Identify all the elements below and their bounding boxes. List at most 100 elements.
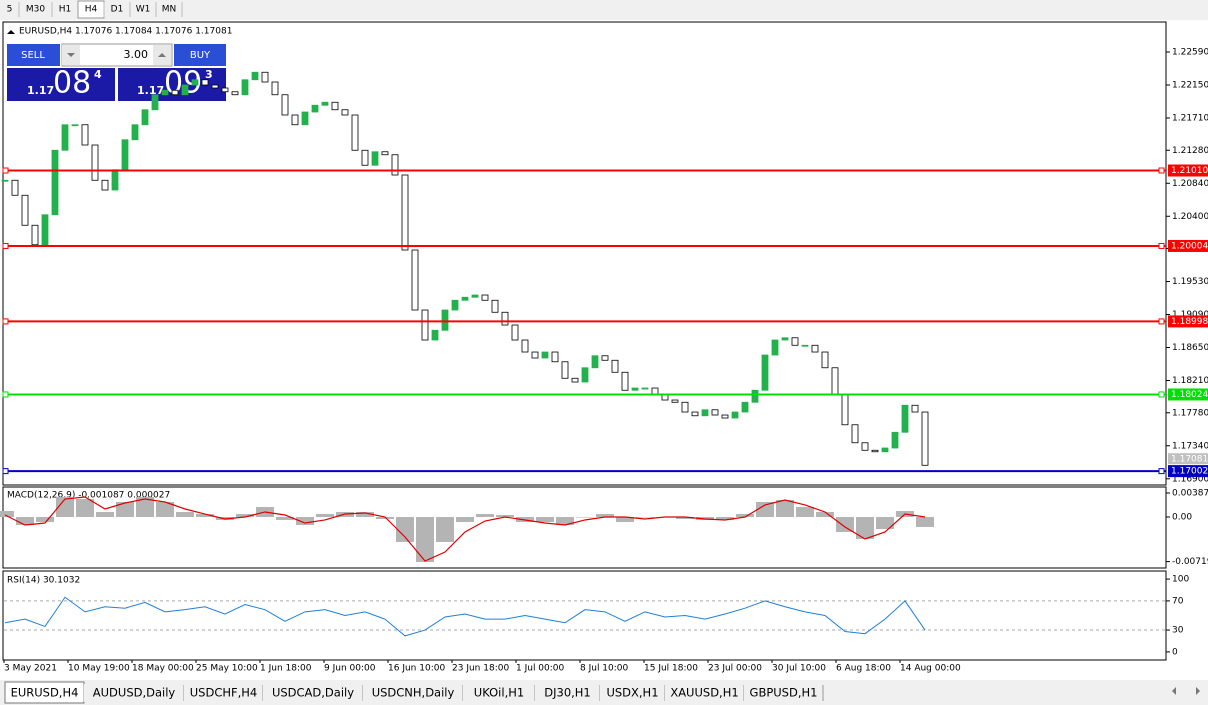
candle (21, 194, 29, 226)
tab-label[interactable]: DJ30,H1 (544, 686, 591, 700)
timeframe[interactable]: H1 (59, 5, 72, 15)
macd-bar (136, 496, 154, 517)
candle (571, 377, 579, 383)
macd-signal (4, 496, 926, 562)
sell-small: 4 (94, 68, 102, 81)
tab-label[interactable]: UKOil,H1 (474, 686, 524, 700)
tab-label[interactable]: GBPUSD,H1 (750, 686, 818, 700)
candle (311, 104, 319, 113)
y-tick-label: 1.22590 (1172, 48, 1208, 58)
candle (851, 424, 859, 444)
tab-label[interactable]: XAUUSD,H1 (670, 686, 738, 700)
candle (171, 89, 179, 96)
timeframe[interactable]: MN (162, 5, 177, 15)
candle (101, 179, 109, 191)
tab-label[interactable]: USDCHF,H4 (190, 686, 257, 700)
macd-bar (736, 514, 754, 517)
macd-bar (536, 516, 554, 523)
macd-bar (856, 516, 874, 539)
tab[interactable] (84, 684, 184, 702)
candle (491, 299, 499, 313)
candle (381, 151, 389, 156)
rsi-line (4, 596, 926, 637)
x-tick-label: 23 Jun 18:00 (452, 664, 509, 674)
tab[interactable] (535, 684, 600, 702)
macd-bar (396, 516, 414, 542)
macd-bar (416, 516, 434, 562)
tab[interactable] (600, 684, 665, 702)
candle (131, 124, 139, 141)
macd-bar (236, 514, 254, 517)
tab[interactable] (363, 684, 463, 702)
candle (661, 394, 669, 401)
level-tag (1168, 239, 1208, 252)
macd-bar (356, 511, 374, 517)
tab-label[interactable]: EURUSD,H4 (11, 686, 79, 700)
x-tick-label: 8 Jul 10:00 (580, 664, 629, 674)
sell-button[interactable] (7, 44, 60, 66)
macd-bar (276, 516, 294, 520)
timeframe[interactable]: 5 (7, 5, 13, 15)
candle (141, 109, 149, 126)
x-tick-label: 9 Jun 00:00 (324, 664, 376, 674)
candle (181, 84, 189, 96)
x-tick-label: 30 Jul 10:00 (772, 664, 826, 674)
tab[interactable] (463, 684, 535, 702)
tab-label[interactable]: USDX,H1 (606, 686, 658, 700)
candle (251, 71, 259, 81)
sell-label[interactable]: SELL (21, 50, 45, 61)
macd-bar (296, 516, 314, 525)
candle (801, 344, 809, 347)
sell-price-box[interactable] (7, 68, 115, 101)
tab[interactable] (184, 684, 263, 702)
macd-bar (16, 516, 34, 525)
x-tick-label: 23 Jul 00:00 (708, 664, 762, 674)
x-tick-label: 3 May 2021 (4, 664, 57, 674)
candle (521, 339, 529, 353)
macd-bar (0, 510, 14, 517)
candle (91, 144, 99, 181)
candle (161, 89, 169, 96)
macd-bar (836, 516, 854, 532)
macd-bar (796, 507, 814, 517)
x-tick-label: 16 Jun 10:00 (388, 664, 445, 674)
tab[interactable] (665, 684, 744, 702)
timeframe[interactable]: M30 (26, 5, 45, 15)
buy-label[interactable]: BUY (190, 50, 211, 61)
chart-header: EURUSD,H4 1.17076 1.17084 1.17076 1.1708… (19, 27, 232, 37)
volume[interactable]: 3.00 (124, 48, 149, 61)
tab-label[interactable]: USDCNH,Daily (372, 686, 455, 700)
rsi-panel (2, 570, 1167, 661)
macd-bar (816, 511, 834, 517)
scroll-left[interactable] (1172, 687, 1176, 695)
y-tick-label: 1.18210 (1172, 376, 1208, 386)
candle (681, 401, 689, 413)
macd-bar (376, 516, 394, 519)
macd-bar (36, 516, 54, 523)
y-tick-label: 30 (1172, 626, 1184, 636)
scroll-right[interactable] (1196, 687, 1200, 695)
candle (881, 447, 889, 453)
candle (701, 409, 709, 417)
macd-panel (2, 486, 1167, 569)
tab[interactable] (263, 684, 363, 702)
candle (371, 151, 379, 166)
level-label: 1.18998 (1171, 317, 1208, 327)
tab[interactable] (744, 684, 823, 702)
buy-button[interactable] (174, 44, 226, 66)
y-tick-label: 1.21280 (1172, 146, 1208, 156)
y-tick-label: 1.17780 (1172, 408, 1208, 418)
timeframe[interactable]: W1 (136, 5, 151, 15)
candle (861, 442, 869, 451)
candle (711, 409, 719, 416)
down-arrow (67, 53, 75, 57)
tab-label[interactable]: USDCAD,Daily (272, 686, 354, 700)
timeframe[interactable]: H4 (85, 5, 98, 15)
timeframe[interactable]: D1 (111, 5, 124, 15)
sell-prefix: 1.17 (27, 84, 54, 97)
y-tick-label: 1.20840 (1172, 179, 1208, 189)
tab-label[interactable]: AUDUSD,Daily (93, 686, 176, 700)
macd-bar (496, 515, 514, 517)
x-tick-label: 15 Jul 18:00 (644, 664, 698, 674)
